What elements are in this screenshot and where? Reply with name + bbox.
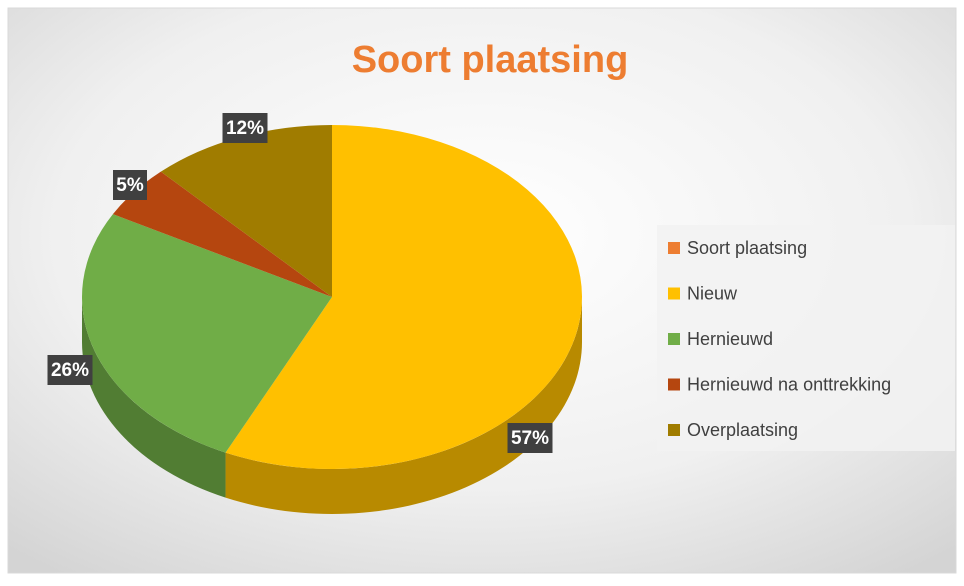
legend-swatch bbox=[668, 242, 680, 254]
slice bbox=[82, 214, 333, 453]
data-label-box bbox=[222, 113, 268, 143]
data-label: 26% bbox=[51, 360, 89, 381]
legend-label: Soort plaatsing bbox=[687, 238, 807, 258]
data-label: 57% bbox=[511, 428, 549, 449]
legend-swatch bbox=[668, 378, 680, 391]
slice bbox=[225, 125, 583, 469]
legend-label: Nieuw bbox=[687, 283, 738, 303]
legend-swatch bbox=[668, 424, 680, 436]
data-label-box bbox=[47, 355, 93, 385]
slice bbox=[112, 171, 332, 297]
data-label-box bbox=[113, 170, 147, 200]
slice bbox=[160, 125, 332, 297]
data-label: 12% bbox=[226, 118, 264, 139]
slice-side bbox=[225, 297, 582, 514]
slice-side bbox=[82, 297, 226, 498]
legend-label: Hernieuwd bbox=[687, 329, 773, 349]
chart-title: Soort plaatsing bbox=[352, 39, 629, 81]
legend-label: Overplaatsing bbox=[687, 420, 798, 440]
legend-box bbox=[657, 225, 955, 451]
data-label-box bbox=[507, 423, 553, 453]
legend-label: Hernieuwd na onttrekking bbox=[687, 374, 891, 394]
data-label: 5% bbox=[116, 175, 144, 196]
legend-swatch bbox=[668, 333, 680, 345]
legend-swatch bbox=[668, 287, 680, 300]
